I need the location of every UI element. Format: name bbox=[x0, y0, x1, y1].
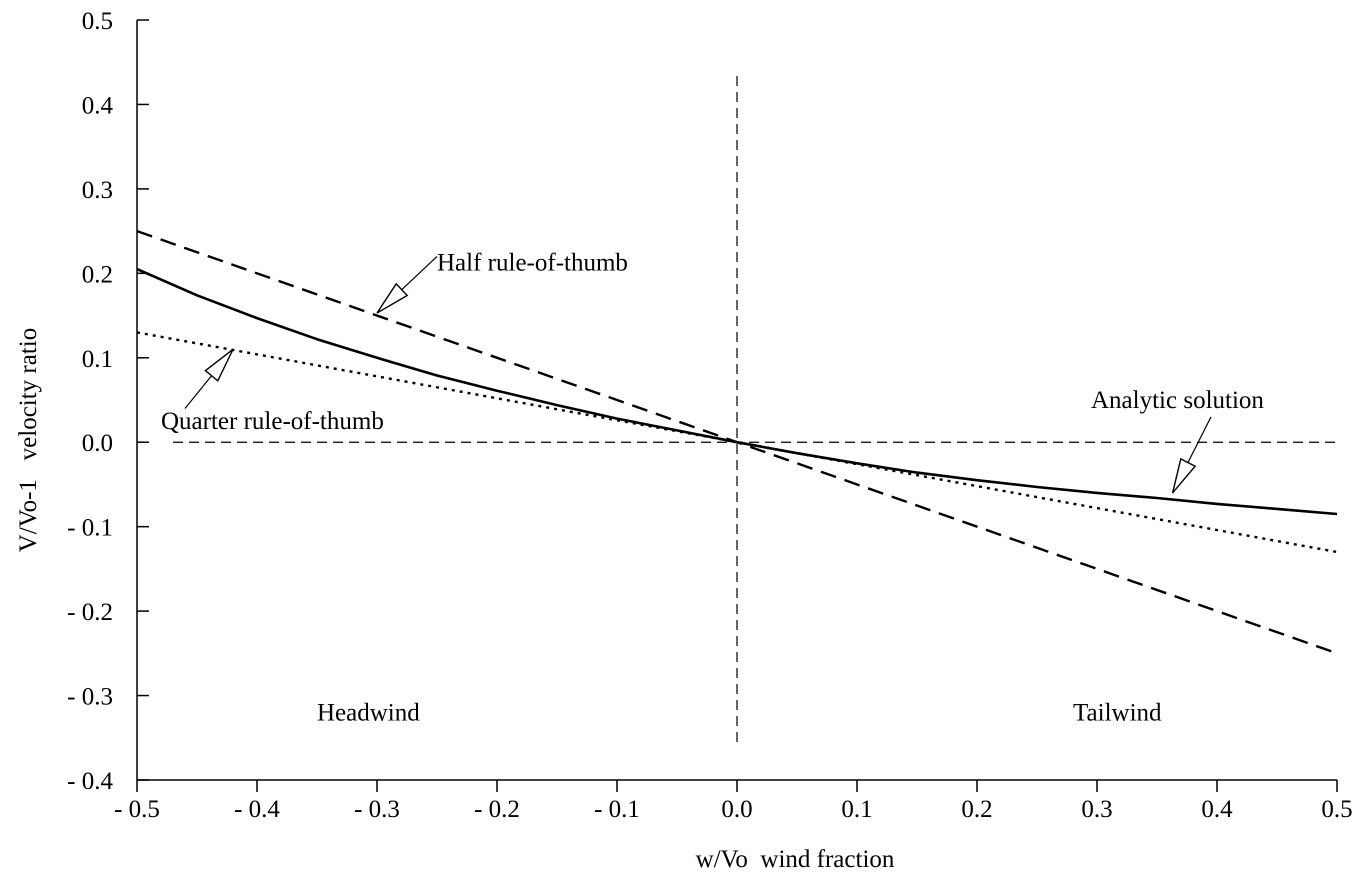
annotation-analytic: Analytic solution bbox=[1091, 387, 1264, 414]
x-tick-label: - 0.1 bbox=[594, 796, 640, 823]
series-layer bbox=[137, 229, 1337, 655]
y-axis-title: V/Vo-1 velocity ratio bbox=[15, 328, 42, 553]
y-tick-label: - 0.2 bbox=[67, 599, 113, 626]
y-tick-label: 0.1 bbox=[82, 346, 113, 373]
annotation-headwind: Headwind bbox=[317, 699, 420, 726]
x-tick-label: - 0.2 bbox=[474, 796, 520, 823]
y-tick-label: 0.3 bbox=[82, 177, 113, 204]
annotation-arrow-half-shaft bbox=[401, 256, 438, 291]
annotation-arrow-quarter-head bbox=[204, 348, 234, 382]
x-axis-ticks: - 0.5 - 0.4 - 0.3 - 0.2 - 0.1 0.0 0.1 0.2 0.3 0.4… bbox=[114, 780, 1353, 823]
x-tick-label: 0.5 bbox=[1321, 796, 1352, 823]
y-tick-label: - 0.4 bbox=[67, 768, 113, 795]
series-quarter-line bbox=[137, 331, 1337, 554]
annotation-arrow-analytic-head bbox=[1171, 457, 1197, 494]
annotation-arrow-half-head bbox=[376, 282, 409, 314]
y-tick-label: 0.5 bbox=[82, 8, 113, 35]
x-tick-label: - 0.5 bbox=[114, 796, 160, 823]
x-tick-label: - 0.3 bbox=[354, 796, 400, 823]
y-tick-label: - 0.3 bbox=[67, 684, 113, 711]
annotation-arrow-quarter-shaft bbox=[184, 375, 213, 409]
x-tick-label: 0.3 bbox=[1081, 796, 1112, 823]
x-tick-label: - 0.4 bbox=[234, 796, 280, 823]
x-tick-label: 0.1 bbox=[841, 796, 872, 823]
y-tick-label: 0.0 bbox=[82, 430, 113, 457]
y-tick-label: - 0.1 bbox=[67, 515, 113, 542]
y-axis-ticks: - 0.4 - 0.3 - 0.2 - 0.1 0.0 0.1 0.2 0.3 0.4 0.5 bbox=[67, 8, 149, 795]
annotation-tailwind: Tailwind bbox=[1073, 699, 1162, 726]
reference-lines bbox=[173, 74, 1337, 742]
annotation-quarter: Quarter rule-of-thumb bbox=[161, 408, 384, 435]
x-tick-label: 0.0 bbox=[721, 796, 752, 823]
x-tick-label: 0.2 bbox=[961, 796, 992, 823]
x-tick-label: 0.4 bbox=[1201, 796, 1233, 823]
annotation-arrow-analytic-shaft bbox=[1187, 416, 1212, 463]
annotation-half: Half rule-of-thumb bbox=[437, 249, 628, 276]
y-tick-label: 0.2 bbox=[82, 261, 113, 288]
y-tick-label: 0.4 bbox=[82, 92, 114, 119]
x-axis-title: w/Vo wind fraction bbox=[696, 846, 895, 873]
annotations: Half rule-of-thumb Quarter rule-of-thumb A… bbox=[161, 249, 1264, 726]
